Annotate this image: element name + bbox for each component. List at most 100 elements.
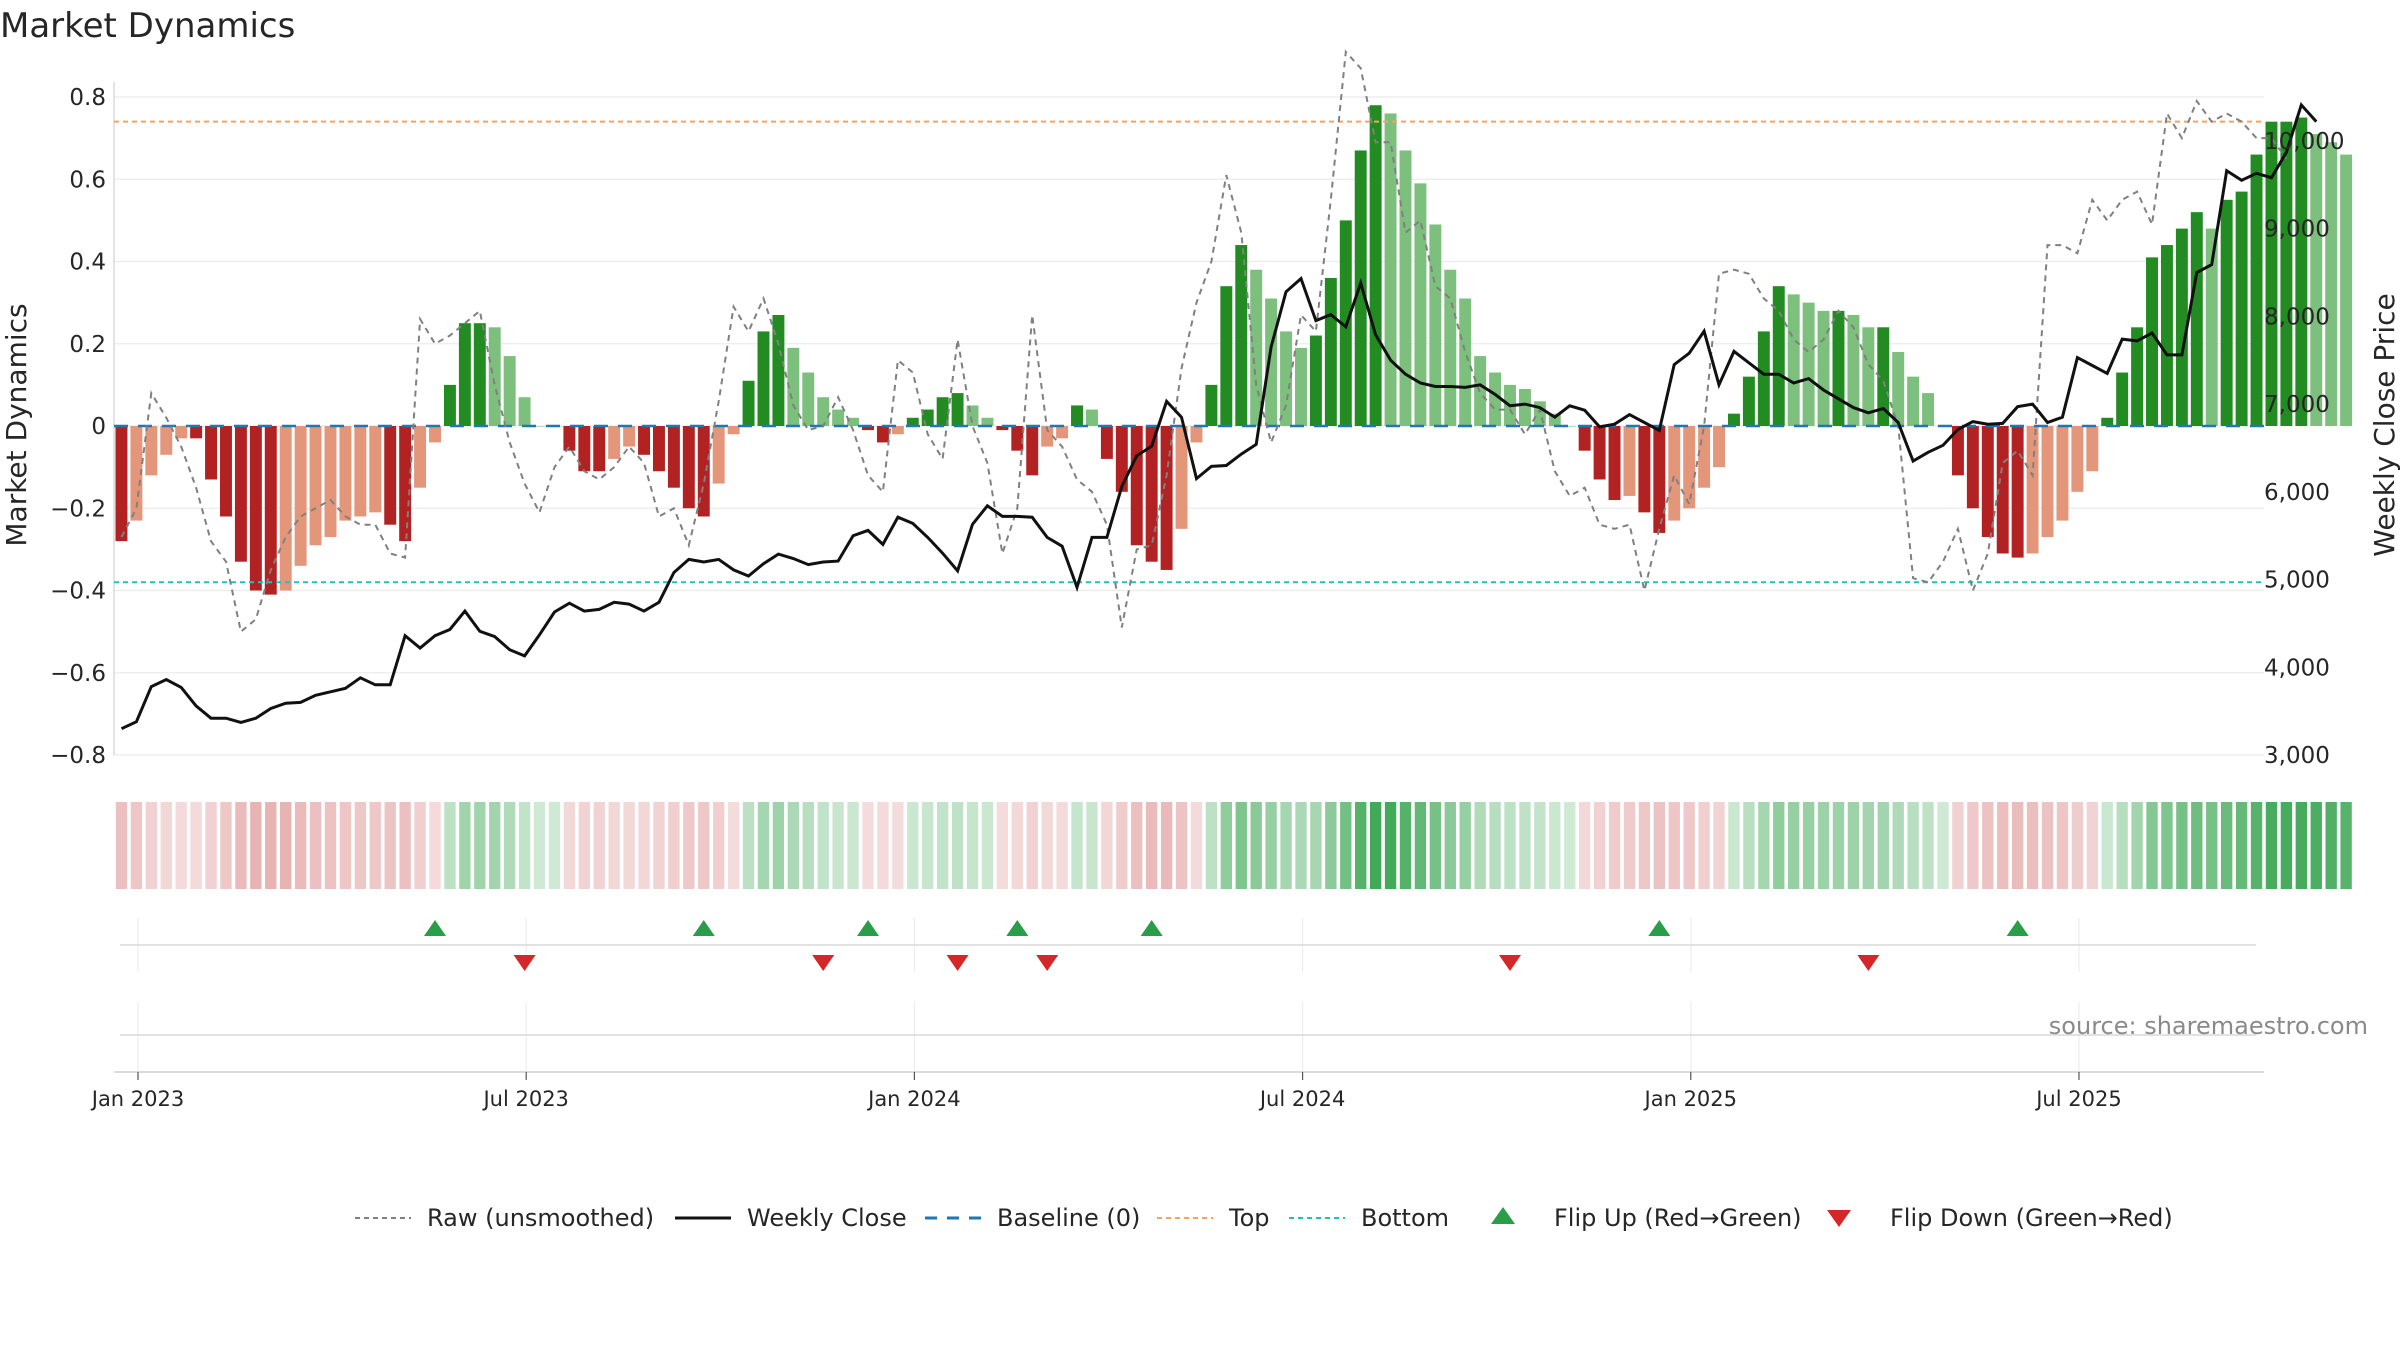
dynamics-bar — [1683, 426, 1696, 509]
dynamics-bar — [2220, 199, 2233, 426]
left-axis-title: Market Dynamics — [0, 303, 33, 546]
dynamics-bar — [503, 356, 516, 426]
dynamics-bar — [190, 426, 203, 439]
heat-cell — [668, 802, 680, 889]
heat-cell — [1578, 802, 1591, 889]
left-tick-label: 0.2 — [69, 332, 106, 358]
dynamics-bar — [2086, 426, 2099, 472]
dynamics-bar — [802, 372, 815, 426]
heat-cell — [1205, 802, 1218, 889]
dynamics-bar — [1414, 183, 1427, 426]
dynamics-bar — [1548, 413, 1561, 426]
dynamics-bar — [1160, 426, 1173, 570]
dynamics-bar — [2056, 426, 2069, 521]
heat-cell — [713, 802, 725, 889]
left-tick-label: 0.6 — [69, 167, 106, 193]
heat-cell — [294, 802, 307, 889]
dynamics-bar — [1623, 426, 1636, 496]
heat-cell — [1355, 802, 1367, 889]
flip-down-marker — [812, 955, 835, 971]
flip-markers-panel — [120, 918, 2256, 972]
dynamics-bar — [414, 426, 427, 488]
heat-cell — [1773, 802, 1785, 889]
flip-up-marker — [692, 920, 715, 936]
heat-cell — [772, 802, 785, 889]
dynamics-bar — [1578, 426, 1591, 451]
heat-cell — [1952, 802, 1964, 889]
dynamics-bar — [951, 393, 964, 426]
heat-cell — [309, 802, 322, 889]
dynamics-bar — [1026, 426, 1039, 476]
dynamics-bar — [1862, 327, 1875, 426]
dynamics-bar — [1877, 327, 1890, 426]
heat-cell — [1997, 802, 2009, 889]
dynamics-bar — [339, 426, 352, 521]
heat-cell — [862, 802, 874, 889]
left-tick-label: −0.2 — [50, 496, 106, 522]
dynamics-bar — [384, 426, 397, 525]
heat-cell — [1668, 802, 1680, 889]
dynamics-bar — [1324, 277, 1337, 426]
heat-cell — [1862, 802, 1875, 889]
heat-cell — [369, 802, 381, 889]
heat-cell — [1429, 802, 1442, 889]
heat-cell — [1504, 802, 1516, 889]
dynamics-bar — [1892, 351, 1905, 426]
dynamics-bar — [249, 426, 262, 591]
dynamics-bar — [652, 426, 665, 472]
left-tick-label: 0.4 — [69, 250, 106, 276]
heat-cell — [1653, 802, 1665, 889]
heat-cell — [1892, 802, 1904, 889]
heat-cell — [235, 802, 247, 889]
dynamics-bar — [2205, 228, 2218, 426]
dynamics-bar — [2280, 121, 2293, 427]
heat-cell — [951, 802, 964, 889]
heat-cell — [1847, 802, 1860, 889]
dynamics-bar — [1518, 388, 1531, 426]
heat-cell — [1399, 802, 1412, 889]
dynamics-bar — [1459, 298, 1472, 426]
heat-cell — [832, 802, 844, 889]
dynamics-bar — [727, 426, 740, 435]
heat-cell — [2250, 802, 2263, 889]
dynamics-bar — [443, 384, 456, 426]
left-tick-label: 0 — [91, 414, 106, 440]
dynamics-bar — [160, 426, 173, 455]
heat-cell — [1414, 802, 1427, 889]
dynamics-bar — [1115, 426, 1128, 492]
dynamics-bar — [1205, 384, 1218, 426]
dynamics-bar — [1951, 426, 1964, 476]
heat-cell — [2161, 802, 2173, 889]
dynamics-bar — [473, 323, 486, 426]
heat-cell — [533, 802, 546, 889]
dynamics-bar — [817, 397, 830, 426]
flip-up-marker — [424, 920, 447, 936]
heat-cell — [1922, 802, 1934, 889]
heat-cell — [1549, 802, 1561, 889]
dynamics-bar — [1802, 302, 1815, 426]
heat-cell — [847, 802, 859, 889]
heat-cell — [145, 802, 157, 889]
right-tick-label: 9,000 — [2264, 217, 2330, 243]
dynamics-bar — [264, 426, 277, 595]
heat-cell — [1459, 802, 1471, 889]
dynamics-bar — [1727, 413, 1740, 426]
dynamics-bar — [1041, 426, 1054, 447]
dynamics-bar — [458, 323, 471, 426]
dynamics-bar — [862, 426, 874, 431]
dynamics-bar — [130, 426, 143, 521]
heat-cell — [1593, 802, 1606, 889]
dynamics-bar — [891, 426, 904, 435]
dynamics-bar — [2146, 257, 2158, 426]
dynamics-bar — [1175, 426, 1188, 529]
heat-cell — [503, 802, 516, 889]
right-tick-label: 6,000 — [2264, 480, 2330, 506]
flip-down-marker — [1036, 955, 1059, 971]
flip-down-marker — [946, 955, 969, 971]
heat-cell — [1728, 802, 1740, 889]
dynamics-bar — [578, 426, 591, 472]
heat-cell — [1056, 802, 1068, 889]
dynamics-bar — [981, 417, 994, 426]
x-tick-label: Jan 2023 — [90, 1087, 185, 1111]
heat-cell — [429, 802, 441, 889]
